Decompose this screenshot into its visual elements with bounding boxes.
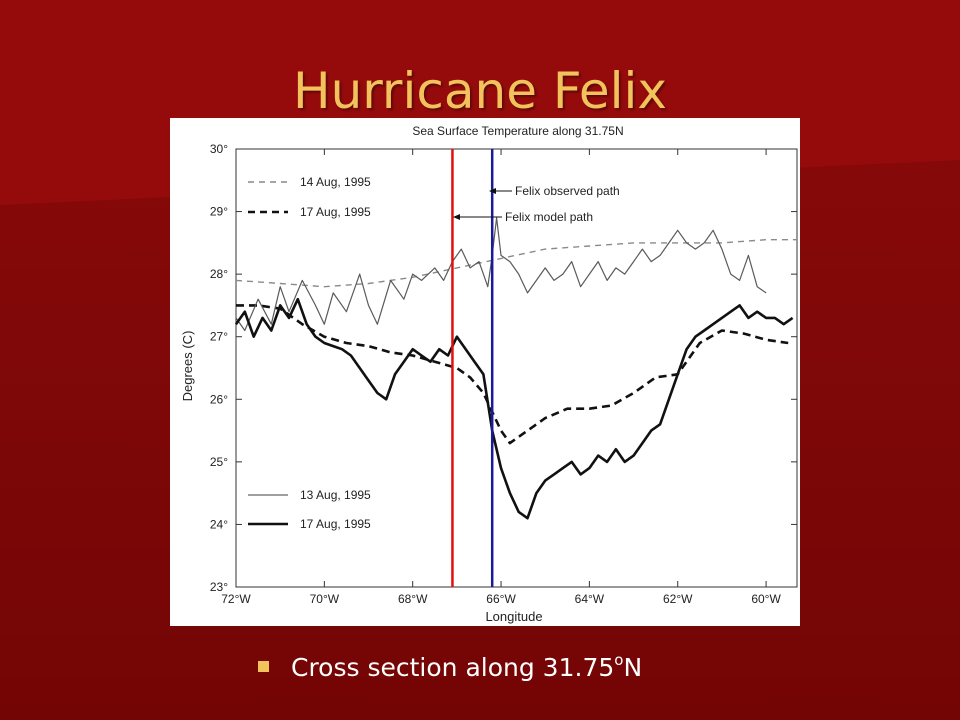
y-tick-label: 29°: [210, 205, 228, 219]
series-line-dashed-thick: [236, 304, 789, 445]
bullet-text-unit: N: [623, 652, 643, 682]
bullet-text: Cross section along 31.75oN: [291, 651, 642, 682]
chart-title: Sea Surface Temperature along 31.75N: [412, 124, 623, 138]
bullet-square-icon: [258, 660, 269, 672]
series-line-dashed-thin: [235, 238, 797, 288]
y-tick-label: 27°: [210, 330, 228, 344]
plot-area-frame: [235, 148, 798, 588]
bullet-text-main: Cross section along 31.75: [291, 652, 615, 682]
slide-title: Hurricane Felix: [292, 62, 668, 120]
observed-path-arrowhead: [489, 188, 496, 194]
x-tick-label: 70°W: [310, 592, 340, 606]
x-tick-label: 62°W: [663, 592, 693, 606]
x-tick-label: 60°W: [751, 592, 781, 606]
series-layer: [234, 217, 797, 520]
y-tick-label: 24°: [210, 517, 228, 531]
legend-label-17aug-dashed: 17 Aug, 1995: [300, 205, 371, 219]
x-tick-label: 64°W: [575, 592, 605, 606]
y-tick-label: 26°: [210, 392, 228, 406]
legend-bottom: 13 Aug, 1995 17 Aug, 1995: [248, 488, 371, 531]
x-axis: 72°W 70°W 68°W 66°W 64°W 62°W 60°W: [221, 149, 781, 606]
y-axis-label: Degrees (C): [180, 331, 195, 402]
path-lines: [451, 149, 494, 587]
legend-label-17aug-solid: 17 Aug, 1995: [300, 517, 371, 531]
x-tick-label: 72°W: [221, 592, 251, 606]
x-axis-label: Longitude: [485, 609, 542, 624]
y-axis: 23° 24° 25° 26° 27° 28° 29° 30°: [210, 142, 797, 594]
bullet-item: Cross section along 31.75oN: [258, 646, 642, 686]
bullet-text-degree: o: [614, 650, 624, 669]
y-tick-label: 30°: [210, 142, 228, 156]
x-tick-label: 68°W: [398, 592, 428, 606]
sst-chart-figure: Sea Surface Temperature along 31.75N 23°…: [170, 118, 800, 626]
y-tick-label: 23°: [210, 580, 228, 594]
y-tick-label: 28°: [210, 267, 228, 281]
annotation-observed-path: Felix observed path: [515, 184, 620, 198]
model-path-arrowhead: [453, 214, 460, 220]
series-line-solid-thin: [235, 217, 767, 332]
annotation-model-path: Felix model path: [505, 210, 593, 224]
annotations: Felix observed path Felix model path: [453, 184, 620, 224]
series-line-solid-thick: [234, 297, 794, 520]
legend-top: 14 Aug, 1995 17 Aug, 1995: [248, 175, 371, 219]
y-tick-label: 25°: [210, 455, 228, 469]
x-tick-label: 66°W: [486, 592, 516, 606]
legend-label-13aug: 13 Aug, 1995: [300, 488, 371, 502]
sst-chart: Sea Surface Temperature along 31.75N 23°…: [180, 124, 798, 624]
legend-label-14aug: 14 Aug, 1995: [300, 175, 371, 189]
